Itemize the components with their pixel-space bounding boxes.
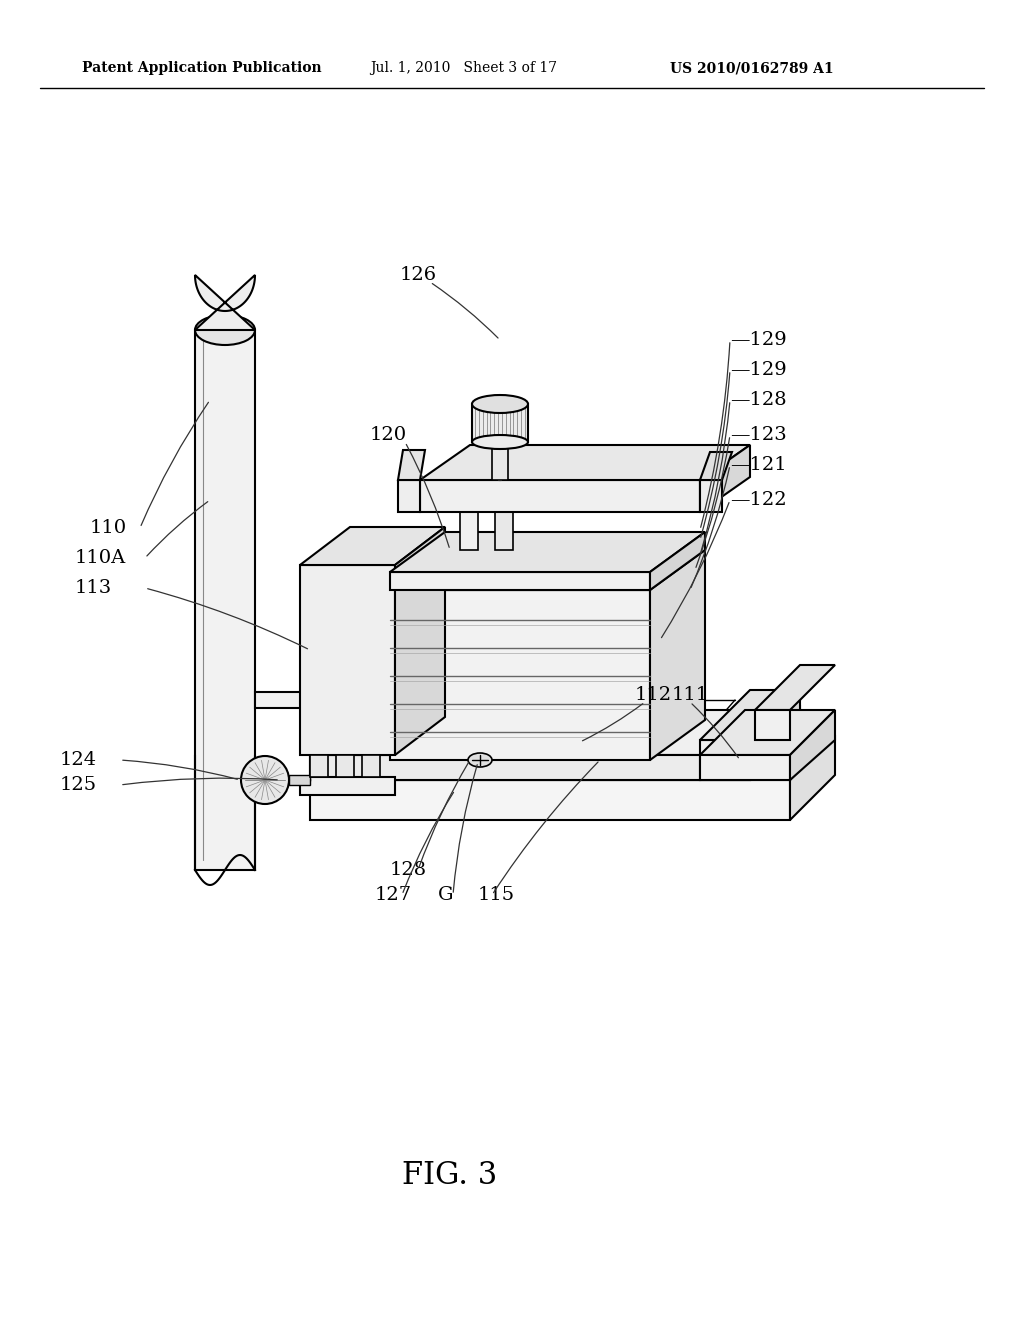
Polygon shape bbox=[398, 480, 420, 512]
Polygon shape bbox=[395, 527, 445, 755]
Text: —129: —129 bbox=[730, 331, 786, 348]
Polygon shape bbox=[790, 735, 835, 820]
Polygon shape bbox=[289, 775, 310, 785]
Polygon shape bbox=[380, 758, 700, 780]
Text: 120: 120 bbox=[370, 426, 408, 444]
Polygon shape bbox=[750, 705, 800, 780]
Polygon shape bbox=[310, 755, 328, 777]
Polygon shape bbox=[390, 550, 705, 590]
Text: —129: —129 bbox=[730, 360, 786, 379]
Polygon shape bbox=[420, 480, 700, 512]
Polygon shape bbox=[700, 451, 732, 480]
Polygon shape bbox=[700, 755, 790, 780]
Polygon shape bbox=[700, 710, 835, 755]
Polygon shape bbox=[650, 550, 705, 760]
Text: 127: 127 bbox=[375, 886, 412, 904]
Text: G: G bbox=[438, 886, 454, 904]
Polygon shape bbox=[336, 755, 354, 777]
Polygon shape bbox=[700, 480, 722, 512]
Polygon shape bbox=[380, 718, 740, 758]
Polygon shape bbox=[755, 665, 835, 710]
Polygon shape bbox=[310, 735, 835, 780]
Polygon shape bbox=[310, 730, 800, 780]
Polygon shape bbox=[650, 532, 705, 590]
Polygon shape bbox=[362, 755, 380, 777]
Text: Jul. 1, 2010   Sheet 3 of 17: Jul. 1, 2010 Sheet 3 of 17 bbox=[370, 61, 557, 75]
Polygon shape bbox=[300, 777, 395, 795]
Ellipse shape bbox=[472, 395, 528, 413]
Text: 110: 110 bbox=[90, 519, 127, 537]
Ellipse shape bbox=[472, 436, 528, 449]
Polygon shape bbox=[472, 404, 528, 442]
Ellipse shape bbox=[195, 315, 255, 345]
Text: 115: 115 bbox=[478, 886, 515, 904]
Polygon shape bbox=[700, 741, 750, 780]
Polygon shape bbox=[398, 450, 425, 480]
Text: US 2010/0162789 A1: US 2010/0162789 A1 bbox=[670, 61, 834, 75]
Polygon shape bbox=[310, 755, 750, 780]
Polygon shape bbox=[495, 495, 513, 550]
Polygon shape bbox=[790, 710, 835, 780]
Polygon shape bbox=[195, 330, 255, 870]
Polygon shape bbox=[310, 710, 793, 755]
Text: 124: 124 bbox=[60, 751, 97, 770]
Text: —123: —123 bbox=[730, 426, 786, 444]
Text: 128: 128 bbox=[390, 861, 427, 879]
Text: 112: 112 bbox=[635, 686, 672, 704]
Polygon shape bbox=[700, 445, 750, 512]
Text: 125: 125 bbox=[60, 776, 97, 795]
Text: 126: 126 bbox=[400, 267, 437, 284]
Ellipse shape bbox=[241, 756, 289, 804]
Polygon shape bbox=[195, 275, 255, 330]
Polygon shape bbox=[310, 705, 750, 780]
Polygon shape bbox=[310, 780, 790, 820]
Ellipse shape bbox=[468, 752, 492, 767]
Text: —122: —122 bbox=[730, 491, 786, 510]
Polygon shape bbox=[300, 527, 445, 565]
Polygon shape bbox=[390, 532, 705, 572]
Polygon shape bbox=[390, 572, 650, 590]
Polygon shape bbox=[492, 442, 508, 480]
Text: 113: 113 bbox=[75, 579, 113, 597]
Text: —128: —128 bbox=[730, 391, 786, 409]
Polygon shape bbox=[750, 690, 800, 780]
Polygon shape bbox=[255, 692, 310, 708]
Text: 110A: 110A bbox=[75, 549, 126, 568]
Text: 111: 111 bbox=[672, 686, 710, 704]
Text: Patent Application Publication: Patent Application Publication bbox=[82, 61, 322, 75]
Polygon shape bbox=[300, 565, 395, 755]
Polygon shape bbox=[755, 710, 790, 741]
Polygon shape bbox=[420, 445, 750, 480]
Polygon shape bbox=[700, 690, 800, 741]
Polygon shape bbox=[460, 495, 478, 550]
Polygon shape bbox=[390, 590, 650, 760]
Text: FIG. 3: FIG. 3 bbox=[402, 1159, 498, 1191]
Text: —121: —121 bbox=[730, 455, 786, 474]
